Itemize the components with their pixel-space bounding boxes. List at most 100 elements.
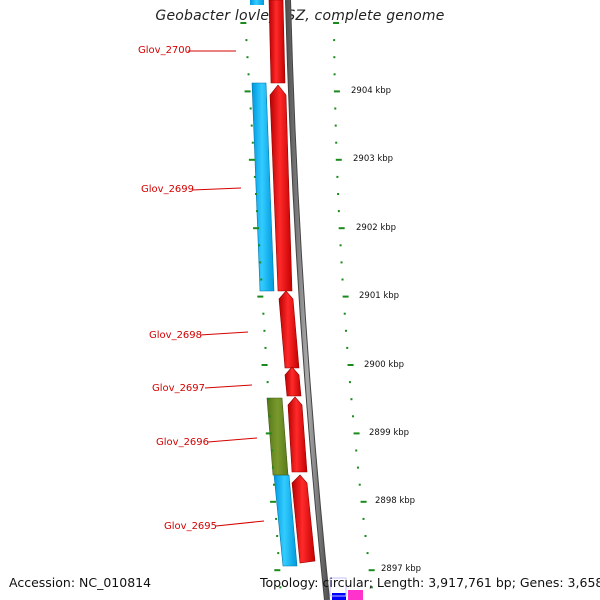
inner-tick	[247, 73, 250, 76]
outer-tick	[346, 346, 349, 349]
outer-tick	[353, 432, 360, 435]
outer-tick	[358, 483, 361, 486]
forward-cds-glov-2700	[268, 0, 286, 84]
inner-tick	[249, 107, 252, 110]
ruler-label-2903: 2903 kbp	[353, 154, 393, 164]
forward-cds-glov-2697	[284, 366, 302, 397]
outer-tick	[366, 552, 369, 555]
inner-tick	[245, 39, 248, 42]
outer-tick	[342, 295, 349, 298]
other-feature-glov-2696	[266, 397, 289, 476]
ruler-label-2901: 2901 kbp	[359, 291, 399, 301]
inner-tick	[261, 364, 268, 366]
inner-tick	[253, 227, 260, 230]
outer-tick	[343, 312, 346, 315]
outer-tick	[337, 193, 340, 195]
topology-text: Topology: circular; Length: 3,917,761 bp…	[260, 575, 600, 590]
outer-tick	[355, 449, 358, 452]
reverse-cds-glov-2699	[251, 82, 275, 292]
outer-tick	[368, 569, 375, 572]
inner-tick	[266, 381, 269, 384]
inner-tick	[277, 552, 280, 555]
inner-tick	[276, 535, 279, 537]
forward-cds-glov-2695	[291, 474, 316, 564]
inner-tick	[259, 261, 262, 264]
inner-tick	[244, 90, 251, 93]
outer-tick	[335, 158, 342, 161]
accession-text: Accession: NC_010814	[9, 575, 152, 590]
leader-glov-2698	[199, 331, 249, 336]
inner-tick	[268, 415, 271, 418]
outer-tick	[337, 210, 340, 213]
inner-tick	[267, 398, 270, 401]
map-title: Geobacter lovleyi SZ, complete genome	[155, 8, 445, 24]
forward-cds-glov-2699	[269, 84, 293, 292]
gene-label-glov-2699: Glov_2699	[141, 184, 194, 195]
outer-tick	[360, 500, 367, 503]
inner-tick	[265, 432, 272, 435]
inner-tick	[254, 193, 257, 195]
outer-tick	[333, 22, 340, 24]
leader-glov-2696	[207, 437, 258, 443]
inner-tick	[250, 124, 253, 127]
outer-tick	[364, 535, 367, 537]
inner-tick	[279, 586, 282, 589]
outer-tick	[336, 175, 339, 178]
inner-tick	[258, 244, 261, 247]
gene-label-glov-2697: Glov_2697	[152, 383, 205, 394]
inner-tick	[274, 569, 281, 572]
inner-tick	[272, 483, 275, 486]
ruler-label-2904: 2904 kbp	[351, 86, 391, 96]
forward-cds-glov-2698	[278, 290, 300, 369]
outer-tick	[344, 329, 347, 332]
outer-tick-marks	[333, 22, 375, 589]
outer-tick	[347, 364, 354, 366]
ruler-label-2902: 2902 kbp	[356, 223, 396, 233]
ruler-label-2898: 2898 kbp	[375, 496, 415, 506]
gene-label-glov-2695: Glov_2695	[164, 521, 217, 532]
ruler-label-2899: 2899 kbp	[369, 428, 409, 438]
inner-tick	[253, 175, 256, 178]
outer-tick	[340, 261, 343, 264]
magenta-feature	[348, 590, 363, 600]
outer-tick	[334, 124, 337, 127]
outer-tick	[350, 398, 353, 401]
outer-tick	[351, 415, 354, 418]
outer-tick	[333, 56, 336, 59]
inner-tick	[256, 210, 259, 213]
outer-tick	[362, 517, 365, 520]
outer-tick	[334, 107, 337, 110]
inner-tick	[264, 346, 267, 349]
inner-tick	[246, 56, 249, 59]
outer-tick	[348, 381, 351, 384]
outer-tick	[333, 73, 336, 76]
outer-tick	[339, 244, 342, 247]
inner-tick	[262, 312, 265, 315]
outer-tick	[356, 466, 359, 469]
outer-tick	[338, 227, 345, 230]
outer-tick	[341, 278, 344, 281]
inner-tick	[240, 22, 247, 24]
leader-glov-2699	[191, 187, 242, 191]
outer-tick	[333, 39, 336, 42]
inner-tick	[270, 500, 277, 503]
outer-tick	[335, 141, 338, 144]
inner-tick	[270, 449, 273, 452]
inner-tick	[275, 517, 278, 520]
outer-tick	[370, 586, 373, 589]
forward-cds-glov-2696	[287, 396, 308, 473]
gene-label-glov-2700: Glov_2700	[138, 45, 191, 56]
gene-label-glov-2698: Glov_2698	[149, 330, 202, 341]
genome-backbone-highlight	[286, 0, 329, 600]
inner-tick	[248, 158, 255, 161]
feature-fragment-outline	[329, 577, 347, 597]
outer-tick	[333, 90, 340, 93]
ruler-label-2900: 2900 kbp	[364, 360, 404, 370]
reverse-cds-top-fragment	[250, 0, 264, 5]
inner-tick	[271, 466, 274, 469]
inner-tick	[260, 278, 263, 281]
gene-label-glov-2696: Glov_2696	[156, 437, 209, 448]
leader-glov-2697	[204, 384, 253, 389]
inner-tick-marks	[240, 22, 282, 589]
